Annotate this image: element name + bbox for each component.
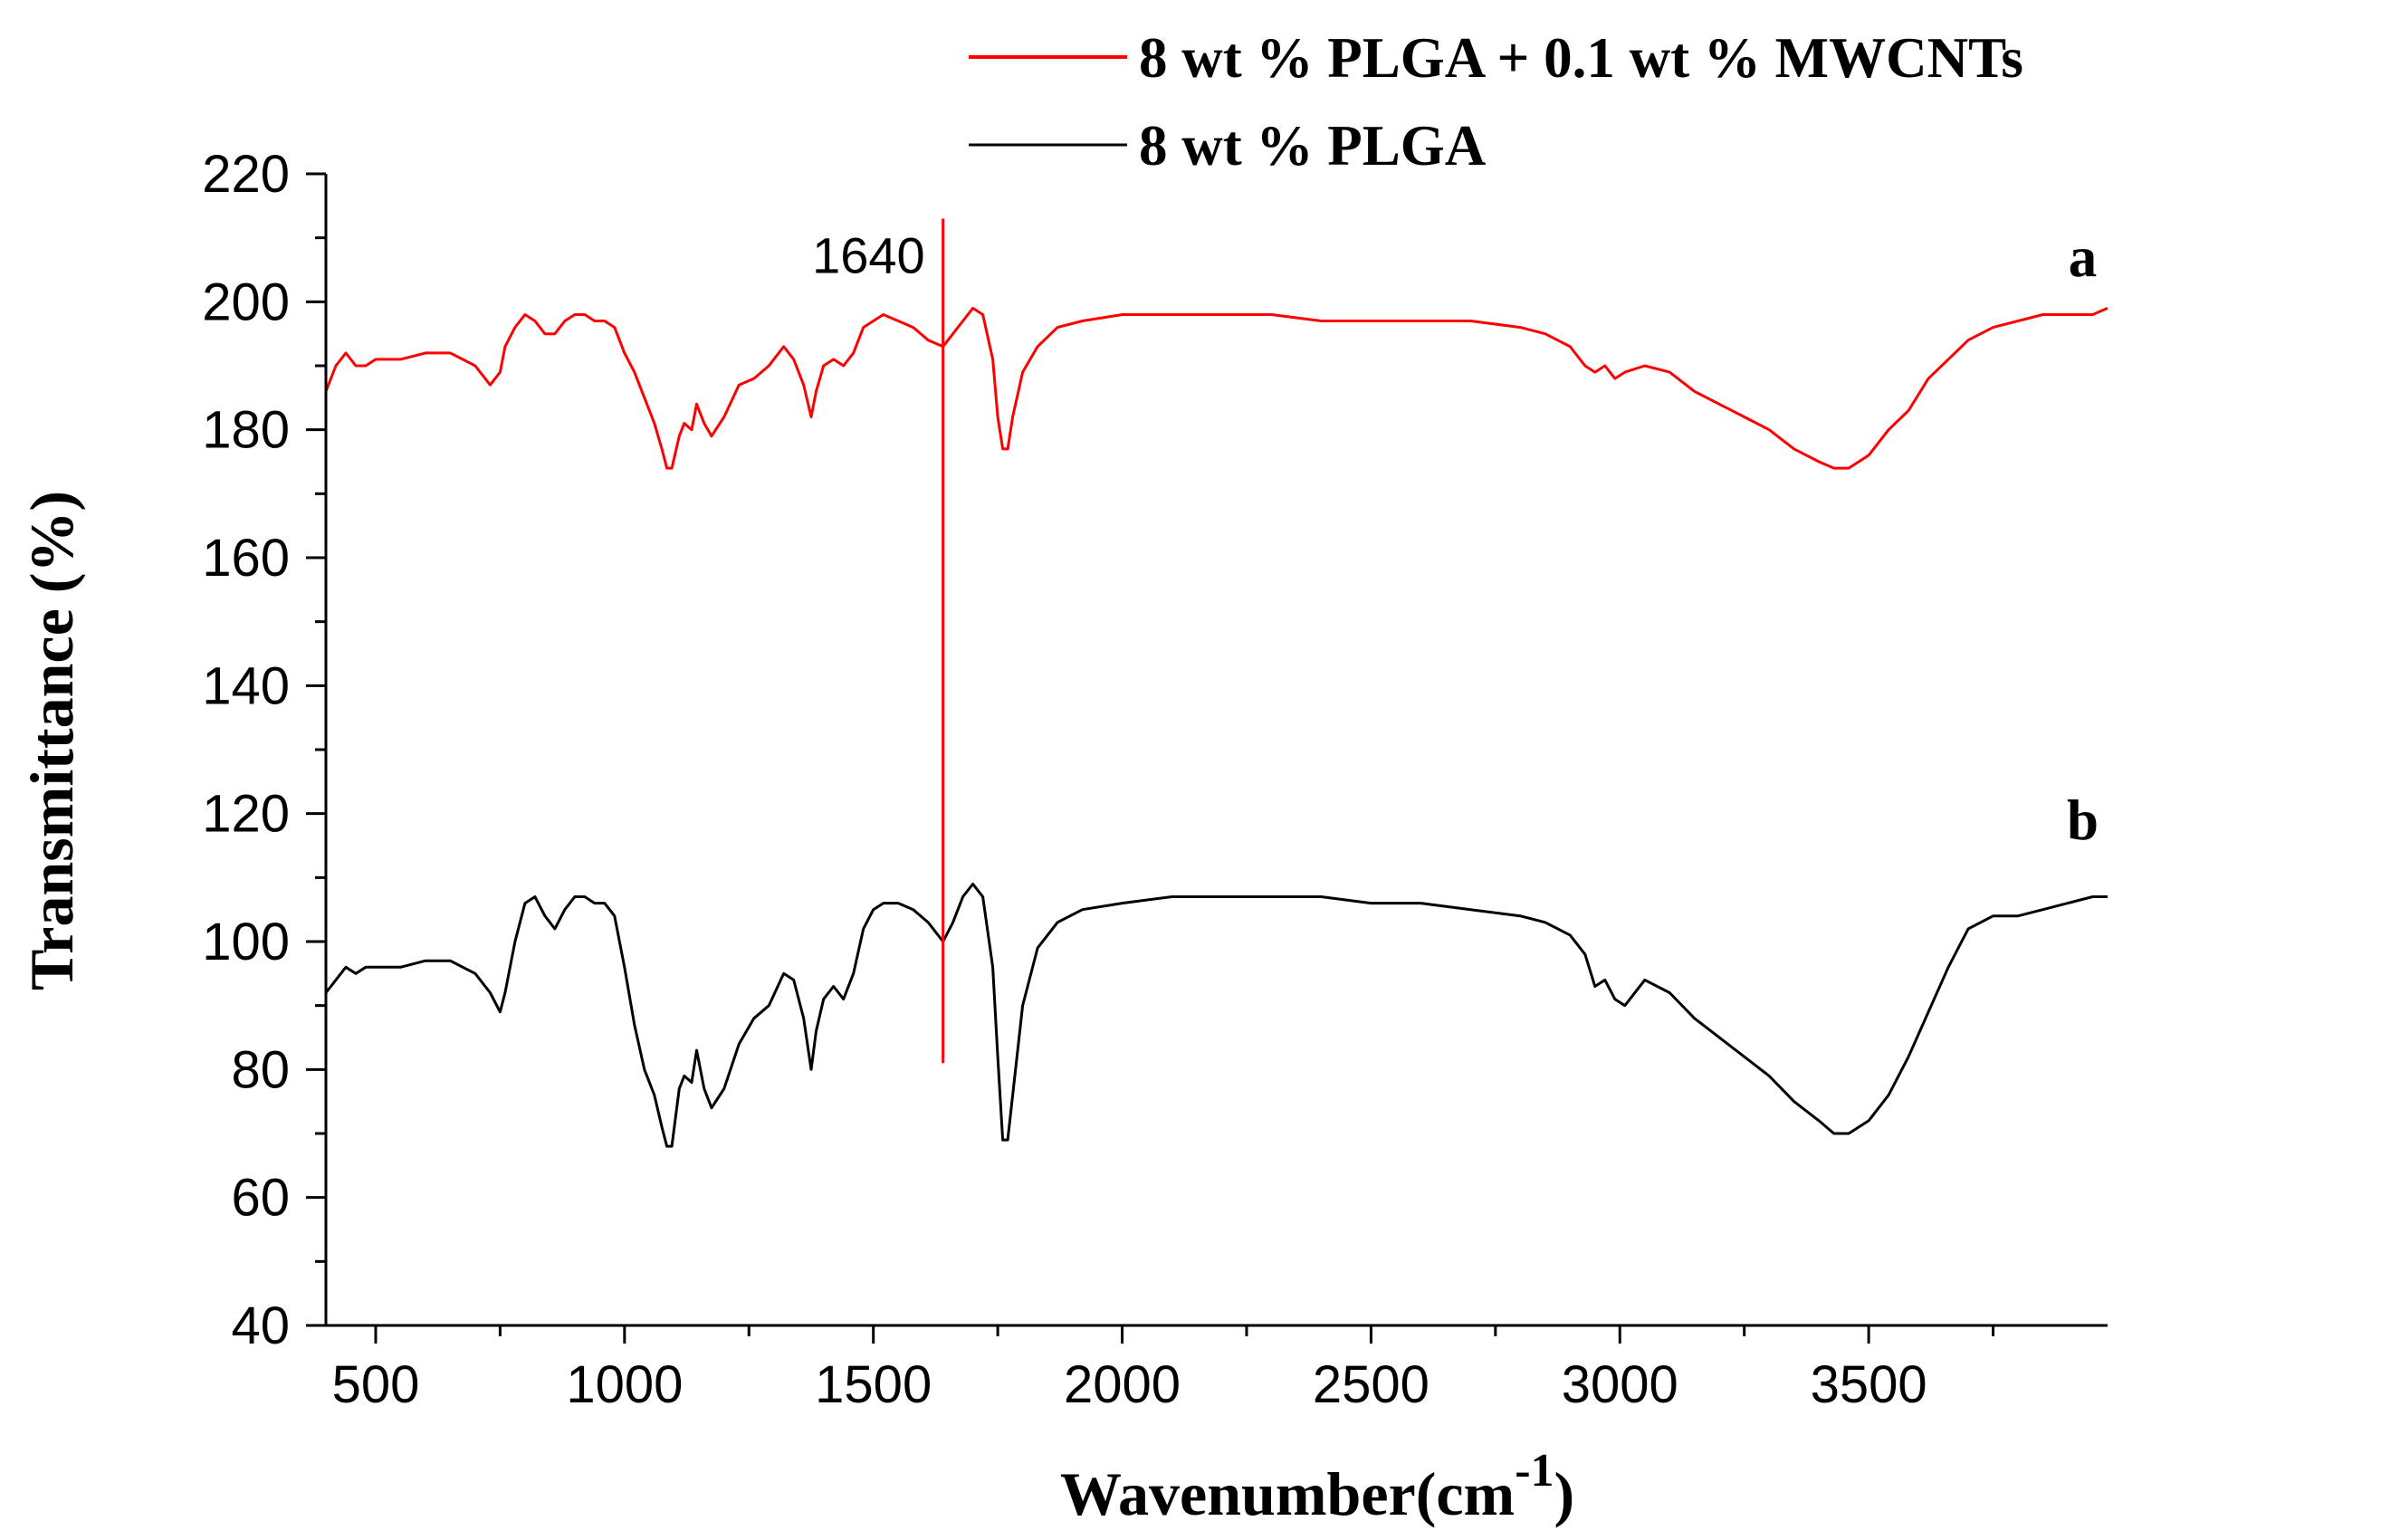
legend-label-series-a: 8 wt % PLGA + 0.1 wt % MWCNTs xyxy=(1139,26,2023,90)
axes-layer: 40 60 80 100 120 140 160 180 200 220 500 1000 1500 20… xyxy=(202,145,2108,1414)
y-tick-label: 220 xyxy=(202,145,290,204)
marker-label-1640: 1640 xyxy=(812,226,925,283)
y-tick-label: 80 xyxy=(231,1040,290,1099)
series-line-b xyxy=(324,882,2108,1148)
x-tick-label: 1500 xyxy=(815,1355,932,1414)
y-tick-label: 200 xyxy=(202,273,290,331)
y-tick-label: 100 xyxy=(202,913,290,971)
series-line-a xyxy=(324,306,2108,470)
annotation-layer: 1640 a b xyxy=(812,218,2099,1064)
x-tick-label: 1000 xyxy=(566,1355,683,1414)
x-axis-title-main: Wavenumber(cm xyxy=(1060,1459,1515,1528)
y-tick-label: 180 xyxy=(202,401,290,460)
y-axis-title: Transmittance (%) xyxy=(17,491,86,990)
y-tick-label: 160 xyxy=(202,529,290,588)
x-axis-title-superscript: -1 xyxy=(1515,1445,1554,1497)
legend: 8 wt % PLGA + 0.1 wt % MWCNTs 8 wt % PLG… xyxy=(969,26,2023,177)
series-label-a: a xyxy=(2069,225,2098,289)
y-tick-label: 140 xyxy=(202,656,290,715)
x-tick-label: 3000 xyxy=(1562,1355,1678,1414)
y-tick-label: 120 xyxy=(202,785,290,844)
x-tick-label: 3500 xyxy=(1811,1355,1927,1414)
x-axis-title: Wavenumber(cm-1) xyxy=(1060,1445,1574,1528)
x-tick-label: 2500 xyxy=(1313,1355,1429,1414)
x-tick-label: 500 xyxy=(332,1355,420,1414)
legend-label-series-b: 8 wt % PLGA xyxy=(1139,114,1487,177)
x-tick-label: 2000 xyxy=(1064,1355,1181,1414)
y-tick-label: 40 xyxy=(231,1296,290,1355)
series-layer xyxy=(324,306,2108,1148)
x-axis-title-suffix: ) xyxy=(1554,1459,1575,1528)
series-label-b: b xyxy=(2067,789,2099,852)
y-tick-label: 60 xyxy=(231,1169,290,1228)
